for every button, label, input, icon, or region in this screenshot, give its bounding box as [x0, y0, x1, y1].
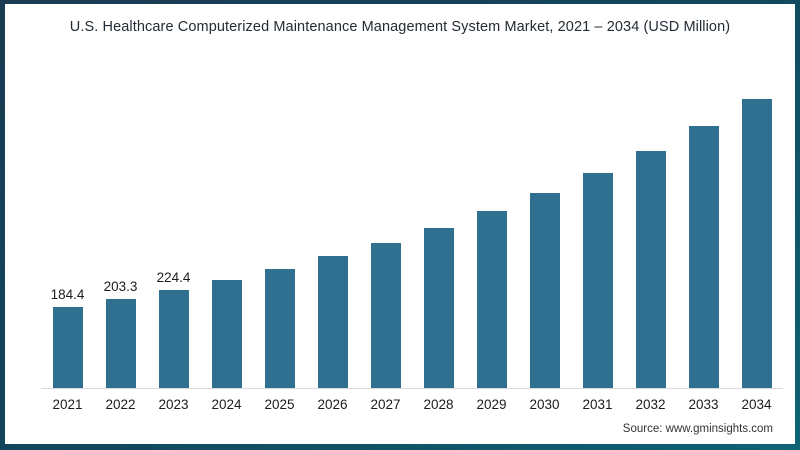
- bar: [264, 269, 295, 388]
- bar: [635, 151, 666, 388]
- x-axis-tick-label: 2029: [476, 397, 507, 412]
- bar: [741, 99, 772, 388]
- bar-value-label: 184.4: [50, 287, 85, 302]
- bar-column: 2026: [306, 82, 359, 412]
- bar: [370, 243, 401, 388]
- x-axis-tick-label: 2032: [635, 397, 666, 412]
- x-axis-tick-label: 2033: [688, 397, 719, 412]
- bar-column: 2028: [412, 82, 465, 412]
- bar-column: 224.4 2023: [147, 82, 200, 412]
- bar: [476, 211, 507, 388]
- bar: [158, 290, 189, 388]
- bar-column: 184.4 2021: [41, 82, 94, 412]
- bar-column: 2027: [359, 82, 412, 412]
- bar-column: 2032: [624, 82, 677, 412]
- x-axis-tick-label: 2030: [529, 397, 560, 412]
- bar: [582, 173, 613, 388]
- source-note: Source: www.gminsights.com: [622, 423, 773, 435]
- bar-column: 2033: [677, 82, 730, 412]
- bar: [317, 256, 348, 388]
- x-axis-tick-label: 2024: [211, 397, 242, 412]
- bar-column: 2034: [730, 82, 783, 412]
- bar: [211, 280, 242, 388]
- bar: [529, 193, 560, 388]
- bar: [52, 307, 83, 388]
- bar-value-label: 203.3: [103, 279, 138, 294]
- bar-column: 2029: [465, 82, 518, 412]
- plot-area: 184.4 2021 203.3 2022 224.4 2023 2024 2025 2026 2…: [41, 82, 783, 412]
- x-axis-tick-label: 2031: [582, 397, 613, 412]
- x-axis-tick-label: 2026: [317, 397, 348, 412]
- x-axis-tick-label: 2021: [52, 397, 83, 412]
- bar-column: 203.3 2022: [94, 82, 147, 412]
- bar-value-label: 224.4: [156, 270, 191, 285]
- bar: [105, 299, 136, 388]
- x-axis-tick-label: 2034: [741, 397, 772, 412]
- bar-column: 2030: [518, 82, 571, 412]
- bar: [423, 228, 454, 388]
- chart-title: U.S. Healthcare Computerized Maintenance…: [69, 19, 731, 35]
- bar-column: 2031: [571, 82, 624, 412]
- bar: [688, 126, 719, 388]
- x-axis-tick-label: 2023: [158, 397, 189, 412]
- bar-column: 2025: [253, 82, 306, 412]
- x-axis-tick-label: 2025: [264, 397, 295, 412]
- x-axis-tick-label: 2022: [105, 397, 136, 412]
- chart-canvas: U.S. Healthcare Computerized Maintenance…: [5, 4, 795, 444]
- bar-column: 2024: [200, 82, 253, 412]
- x-axis-tick-label: 2028: [423, 397, 454, 412]
- x-axis-tick-label: 2027: [370, 397, 401, 412]
